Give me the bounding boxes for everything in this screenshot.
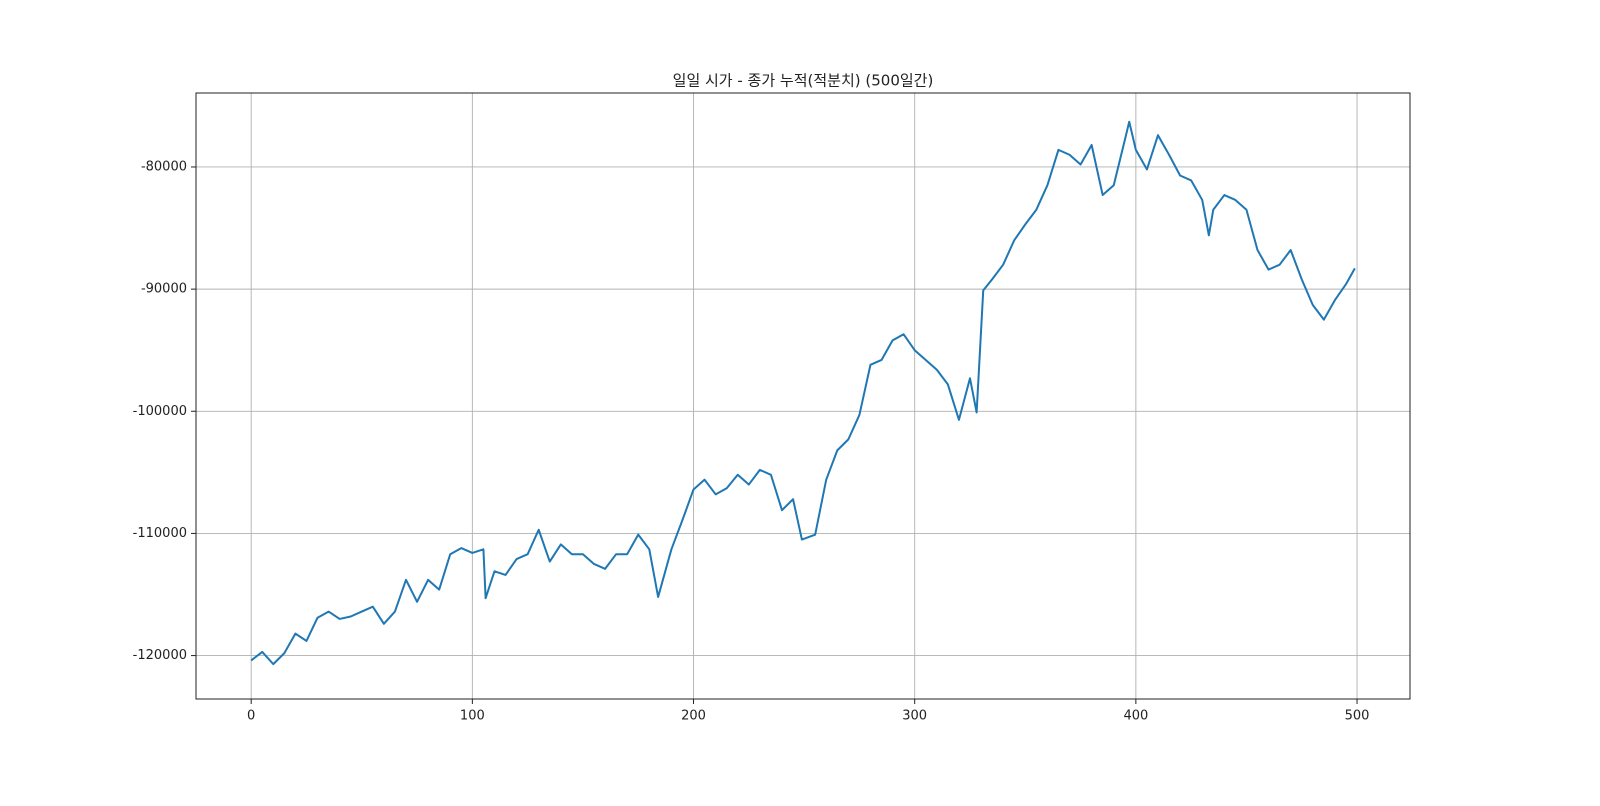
x-tick-label: 300 [902, 709, 927, 724]
x-tick-label: 100 [460, 709, 485, 724]
y-tick-label: -80000 [141, 159, 187, 174]
x-tick-label: 0 [247, 709, 255, 724]
y-tick-label: -120000 [133, 648, 187, 663]
x-tick-label: 500 [1345, 709, 1370, 724]
y-tick-label: -100000 [133, 404, 187, 419]
y-tick-label: -90000 [141, 282, 187, 297]
chart-title: 일일 시가 - 종가 누적(적분치) (500일간) [673, 72, 934, 90]
x-tick-label: 200 [681, 709, 706, 724]
plot-frame [195, 92, 1411, 700]
data-line [250, 120, 1356, 666]
y-tick-label: -110000 [133, 526, 187, 541]
x-tick-label: 400 [1123, 709, 1148, 724]
